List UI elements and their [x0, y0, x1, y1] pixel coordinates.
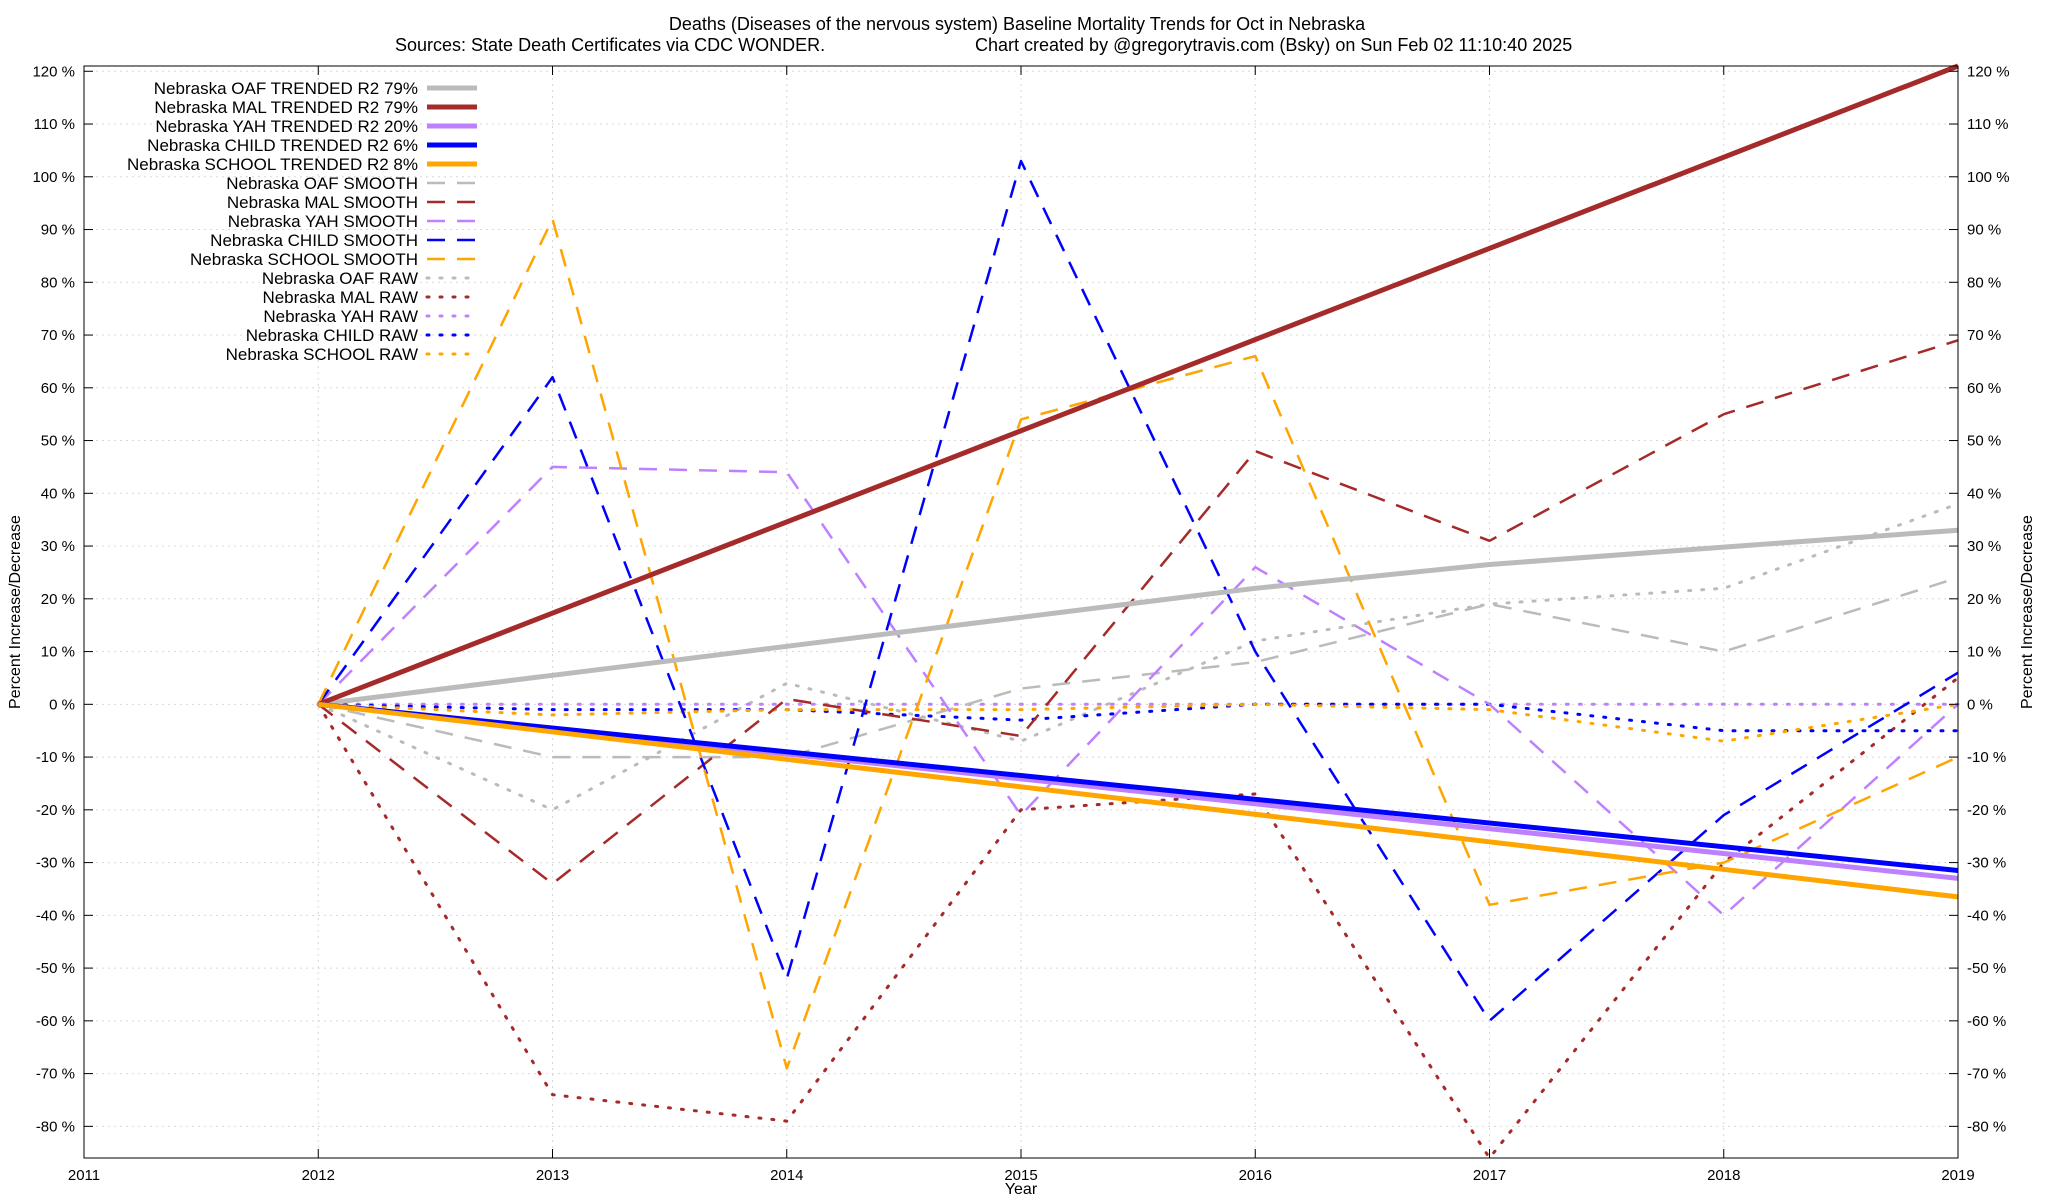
x-tick-label: 2012 — [302, 1167, 335, 1184]
legend-label: Nebraska MAL SMOOTH — [227, 193, 418, 212]
chart-subtitle-credit: Chart created by @gregorytravis.com (Bsk… — [975, 35, 1572, 55]
x-axis-label: Year — [1005, 1181, 1038, 1198]
y2-tick-label: 80 % — [1967, 274, 2001, 291]
legend-label: Nebraska SCHOOL TRENDED R2 8% — [127, 155, 418, 174]
chart-subtitle-source: Sources: State Death Certificates via CD… — [395, 35, 825, 55]
series-line — [316, 702, 1960, 733]
series-line — [318, 701, 1959, 873]
y2-tick-label: 40 % — [1967, 485, 2001, 502]
x-tick-label: 2018 — [1707, 1167, 1740, 1184]
y2-tick-label: 50 % — [1967, 433, 2001, 450]
y-tick-label: -60 % — [36, 1013, 75, 1030]
y-tick-label: -40 % — [36, 907, 75, 924]
y-tick-label: 10 % — [41, 644, 75, 661]
y-tick-label: 70 % — [41, 327, 75, 344]
y-tick-label: 80 % — [41, 274, 75, 291]
y-tick-label: 30 % — [41, 538, 75, 555]
y2-tick-label: 10 % — [1967, 644, 2001, 661]
y-tick-label: 120 % — [32, 63, 75, 80]
y2-tick-label: 70 % — [1967, 327, 2001, 344]
y2-tick-label: -80 % — [1967, 1118, 2006, 1135]
legend-label: Nebraska CHILD TRENDED R2 6% — [147, 136, 418, 155]
legend-label: Nebraska MAL RAW — [262, 288, 418, 307]
y2-tick-label: 100 % — [1967, 169, 2010, 186]
y-tick-label: -30 % — [36, 855, 75, 872]
y2-tick-label: 110 % — [1967, 116, 2008, 133]
y2-tick-label: 60 % — [1967, 380, 2001, 397]
x-tick-label: 2019 — [1941, 1167, 1974, 1184]
legend-label: Nebraska MAL TRENDED R2 79% — [154, 98, 418, 117]
series-line — [317, 159, 1959, 1023]
series-line — [317, 339, 1959, 885]
y2-tick-label: 0 % — [1967, 696, 1993, 713]
y-tick-label: 50 % — [41, 433, 75, 450]
series-line — [316, 702, 1960, 743]
y2-axis-label: Percent Increase/Decrease — [2019, 515, 2036, 709]
legend-label: Nebraska OAF SMOOTH — [226, 174, 418, 193]
legend-label: Nebraska SCHOOL SMOOTH — [190, 250, 418, 269]
series-layer — [316, 63, 1960, 1160]
y-axis-label: Percent Increase/Decrease — [7, 515, 24, 709]
legend-label: Nebraska OAF RAW — [262, 269, 418, 288]
y2-tick-label: -60 % — [1967, 1013, 2006, 1030]
x-tick-label: 2017 — [1473, 1167, 1506, 1184]
y2-tick-label: 90 % — [1967, 222, 2001, 239]
series-line — [317, 527, 1959, 707]
y-tick-label: 20 % — [41, 591, 75, 608]
x-tick-label: 2011 — [68, 1167, 100, 1184]
y-tick-label: -50 % — [36, 960, 75, 977]
x-tick-label: 2016 — [1239, 1167, 1272, 1184]
y2-tick-label: 120 % — [1967, 63, 2010, 80]
legend-label: Nebraska SCHOOL RAW — [226, 345, 418, 364]
y2-tick-label: -20 % — [1967, 802, 2006, 819]
legend-label: Nebraska YAH RAW — [263, 307, 418, 326]
legend-label: Nebraska CHILD RAW — [246, 326, 418, 345]
axis-ticks: -80 % -80 % -70 % -70 % -60 % -60 % -50 % -50 %… — [32, 63, 2009, 1184]
x-tick-label: 2015 — [1004, 1167, 1037, 1184]
y2-tick-label: -30 % — [1967, 855, 2006, 872]
series-line — [317, 63, 1959, 707]
series-line — [318, 576, 1959, 759]
series-line — [317, 465, 1959, 917]
legend: Nebraska OAF TRENDED R2 79%Nebraska MAL … — [127, 79, 479, 364]
y-tick-label: 40 % — [41, 485, 75, 502]
y-tick-label: -70 % — [36, 1066, 75, 1083]
y-tick-label: 0 % — [49, 696, 75, 713]
legend-label: Nebraska CHILD SMOOTH — [210, 231, 418, 250]
y2-tick-label: -50 % — [1967, 960, 2006, 977]
y2-tick-label: 30 % — [1967, 538, 2001, 555]
y2-tick-label: -10 % — [1967, 749, 2006, 766]
x-tick-label: 2013 — [536, 1167, 569, 1184]
legend-label: Nebraska YAH TRENDED R2 20% — [155, 117, 418, 136]
y2-tick-label: -70 % — [1967, 1066, 2006, 1083]
y-tick-label: -80 % — [36, 1118, 75, 1135]
y-tick-label: 100 % — [32, 169, 75, 186]
y2-tick-label: -40 % — [1967, 907, 2006, 924]
y-tick-label: -10 % — [36, 749, 75, 766]
legend-label: Nebraska OAF TRENDED R2 79% — [154, 79, 418, 98]
x-tick-label: 2014 — [770, 1167, 803, 1184]
series-line — [318, 701, 1959, 900]
legend-label: Nebraska YAH SMOOTH — [228, 212, 418, 231]
y-tick-label: 110 % — [34, 116, 75, 133]
y-tick-label: 60 % — [41, 380, 75, 397]
series-line — [316, 502, 1960, 812]
y-tick-label: -20 % — [36, 802, 75, 819]
y-tick-label: 90 % — [41, 222, 75, 239]
y2-tick-label: 20 % — [1967, 591, 2001, 608]
chart-title: Deaths (Diseases of the nervous system) … — [669, 14, 1366, 34]
